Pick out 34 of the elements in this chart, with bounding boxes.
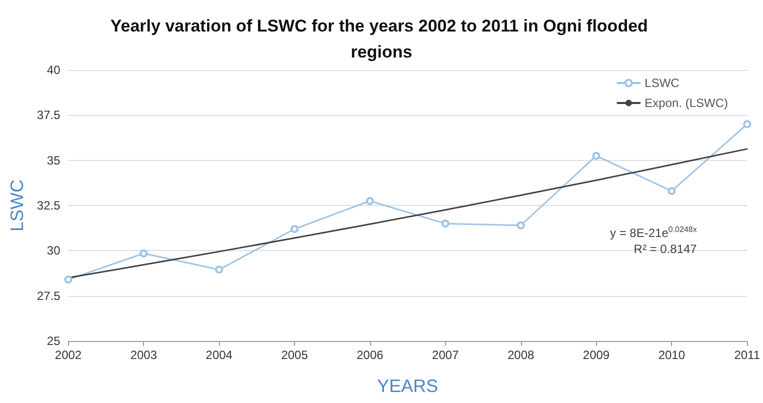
point	[668, 187, 676, 196]
point	[592, 152, 600, 160]
y-tick-label: 30	[46, 244, 61, 258]
x-tick-label: 2004	[206, 348, 233, 362]
point	[290, 224, 299, 233]
point	[215, 266, 224, 274]
point	[140, 249, 148, 258]
legend-label: LSWC	[644, 76, 680, 90]
point	[516, 221, 525, 230]
y-tick-label: 25	[46, 334, 61, 348]
x-tick-label: 2011	[734, 348, 760, 362]
annotation: R² = 0.8147	[634, 242, 697, 256]
x-tick-label: 2002	[54, 348, 82, 362]
y-tick-label: 32.5	[36, 198, 61, 212]
y-tick-label: 35	[46, 153, 61, 168]
y-tick-label: 40	[46, 63, 61, 77]
point	[64, 276, 72, 284]
point	[743, 120, 752, 128]
legend-label: Expon. (LSWC)	[644, 96, 728, 110]
x-tick-label: 2007	[432, 348, 460, 362]
x-tick-label: 2003	[130, 348, 158, 362]
y-tick-label: 37.5	[36, 108, 61, 122]
x-tick-label: 2009	[582, 348, 610, 362]
chart-title: Yearly varation of LSWC for the years 2002 to 2011 in Ogni flooded regions	[110, 16, 653, 62]
x-tick-label: 2006	[356, 348, 384, 362]
point	[366, 196, 374, 205]
x-tick-label: 2005	[281, 348, 308, 362]
x-axis-title: YEARS	[377, 376, 438, 396]
annotation: y = 8E-21e$^{0.0248x}$	[610, 225, 697, 240]
x-tick-label: 2008	[507, 348, 534, 362]
y-axis-title: LSWC	[7, 179, 27, 232]
point	[441, 220, 450, 228]
y-tick-label: 27.5	[36, 288, 61, 303]
x-tick-label: 2010	[658, 348, 686, 362]
